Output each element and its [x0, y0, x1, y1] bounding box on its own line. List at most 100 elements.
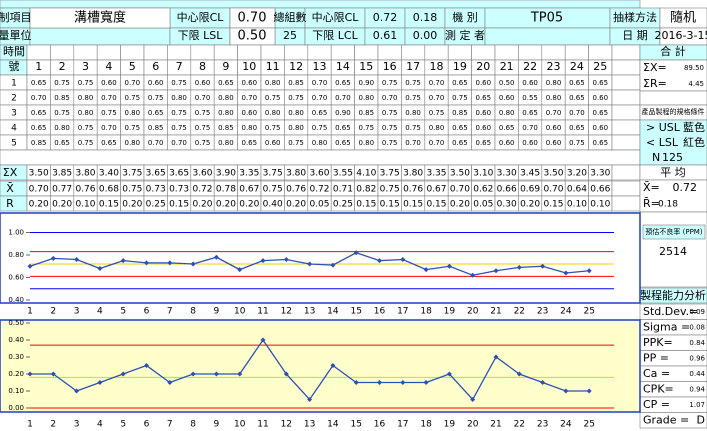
summary-value: 3.80 — [75, 169, 95, 179]
stat-label: CP = — [643, 398, 670, 411]
measurement: 0.80 — [288, 124, 304, 132]
y-tick-label: 0.40 — [8, 296, 24, 304]
measurement: 0.70 — [335, 94, 351, 102]
cell — [213, 44, 238, 61]
data-point — [446, 263, 452, 269]
groups-label: 總組數 — [274, 10, 307, 24]
total-label: 合 計 — [660, 44, 686, 58]
data-point — [586, 388, 592, 394]
cell — [639, 179, 707, 213]
summary-value: 0.66 — [590, 185, 610, 195]
cell — [260, 44, 285, 61]
x-tick-label: 24 — [560, 420, 572, 430]
summary-value: 0.25 — [146, 200, 166, 210]
data-point — [470, 272, 476, 278]
x-tick-label: 17 — [397, 307, 408, 317]
cell — [237, 44, 262, 61]
summary-value: 3.55 — [333, 169, 353, 179]
row-number: 5 — [11, 139, 17, 149]
stat-value: 0.09 — [689, 308, 705, 316]
data-point — [493, 354, 499, 360]
stat-label: PP = — [643, 352, 669, 365]
stat-label: Ca = — [643, 367, 670, 380]
measurement: 0.75 — [312, 124, 328, 132]
y-tick-label: 0.30 — [8, 353, 24, 361]
data-point — [97, 380, 103, 385]
cell — [284, 44, 309, 61]
measurement: 0.75 — [429, 109, 445, 117]
measurement: 0.80 — [499, 109, 515, 117]
data-point — [97, 266, 103, 271]
time-label: 時間 — [3, 45, 25, 58]
y-tick-label: 0.20 — [8, 370, 24, 378]
summary-value: 0.70 — [29, 185, 49, 195]
cell — [639, 119, 707, 166]
measurement: 0.60 — [242, 109, 258, 117]
cell — [518, 44, 543, 61]
x-tick-label: 6 — [144, 307, 150, 317]
data-point — [167, 260, 173, 266]
cell — [611, 119, 641, 136]
cell — [639, 412, 707, 429]
x-tick-label: 24 — [560, 307, 572, 317]
x-tick-label: 18 — [420, 307, 432, 317]
measurement: 0.75 — [265, 124, 281, 132]
data-point — [353, 250, 359, 256]
measurement: 0.75 — [195, 124, 211, 132]
cell — [541, 44, 566, 61]
measurement: 0.70 — [429, 94, 445, 102]
x-tick-label: 22 — [514, 420, 525, 430]
data-point — [167, 380, 173, 385]
summary-value: 0.10 — [590, 200, 610, 210]
measurement: 0.80 — [218, 109, 234, 117]
cell — [29, 7, 171, 29]
x-tick-label: 1 — [27, 307, 33, 317]
data-point — [190, 371, 196, 377]
measurement: 0.75 — [405, 79, 421, 87]
measurement: 0.65 — [242, 139, 258, 147]
measurement: 0.70 — [31, 94, 47, 102]
summary-value: 0.76 — [286, 185, 306, 195]
data-point — [213, 254, 219, 260]
column-number: 24 — [570, 60, 584, 73]
stat-value: 1.07 — [689, 401, 705, 409]
measurement: 0.75 — [125, 124, 141, 132]
cell — [564, 44, 589, 61]
sum-x: 89.50 — [684, 64, 704, 72]
x-tick-label: 25 — [583, 307, 594, 317]
measurement: 0.60 — [499, 94, 515, 102]
lsl-label: < LSL — [646, 136, 679, 149]
data-point — [27, 263, 33, 269]
x-tick-label: 18 — [420, 420, 432, 430]
summary-value: 0.05 — [473, 200, 493, 210]
measurement: 0.60 — [546, 139, 562, 147]
x-tick-label: 20 — [467, 307, 479, 317]
measurement: 0.80 — [265, 109, 281, 117]
xbar-cl: 0.72 — [373, 11, 398, 24]
spec-title: 產品製程的規格條件 — [642, 107, 705, 116]
stat-label: PPK= — [643, 336, 673, 349]
summary-value: 3.75 — [122, 169, 142, 179]
summary-value: 0.20 — [122, 200, 142, 210]
summary-value: 0.40 — [263, 200, 283, 210]
summary-value: 0.69 — [520, 185, 540, 195]
summary-value: 0.78 — [216, 185, 236, 195]
cell — [401, 44, 426, 61]
measurement: 0.80 — [546, 79, 562, 87]
measurement: 0.80 — [288, 109, 304, 117]
data-point — [377, 258, 382, 264]
summary-value: 3.30 — [590, 169, 610, 179]
data-point — [260, 337, 266, 343]
cell — [447, 44, 472, 61]
measurement: 0.75 — [382, 79, 398, 87]
cell — [0, 0, 641, 9]
lcl-label: 下限 LCL — [312, 29, 358, 42]
measurement: 0.75 — [265, 94, 281, 102]
summary-value: 0.10 — [567, 200, 587, 210]
summary-value: 0.20 — [286, 200, 306, 210]
x-tick-label: 12 — [281, 307, 292, 317]
avg-label: 平 均 — [660, 166, 686, 179]
cell — [73, 44, 98, 61]
x-tick-label: 22 — [514, 307, 525, 317]
measurement: 0.80 — [78, 109, 94, 117]
